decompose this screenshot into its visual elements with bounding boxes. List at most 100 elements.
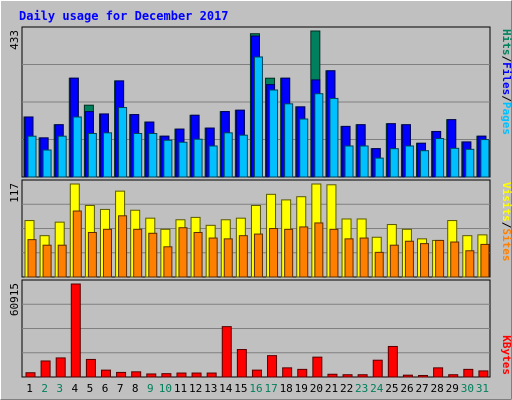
x-tick-label: 12 bbox=[189, 382, 202, 395]
legend-entry: Hits bbox=[500, 29, 512, 56]
kbytes-bar-kbytes bbox=[100, 369, 111, 378]
visits-sites-bar-sites bbox=[178, 227, 188, 278]
x-tick-label: 13 bbox=[204, 382, 217, 395]
kbytes-bar-kbytes bbox=[433, 367, 444, 378]
hits-files-pages-bar-pages bbox=[344, 145, 354, 178]
x-tick-label: 27 bbox=[415, 382, 428, 395]
x-tick-label: 21 bbox=[325, 382, 338, 395]
x-tick-label: 7 bbox=[117, 382, 124, 395]
hits-files-pages-bar-pages bbox=[480, 139, 490, 178]
kbytes-bar-kbytes bbox=[372, 359, 383, 378]
kbytes-max-label: 60915 bbox=[8, 283, 21, 316]
x-tick-label: 28 bbox=[431, 382, 444, 395]
visits-sites-bar-sites bbox=[87, 231, 97, 278]
hits-files-pages-bar-pages bbox=[389, 148, 399, 178]
kbytes-legend: KBytes bbox=[500, 335, 512, 375]
x-tick-label: 5 bbox=[87, 382, 94, 395]
visits-sites-bar-sites bbox=[465, 250, 475, 278]
hits-files-pages-bar-pages bbox=[253, 56, 263, 178]
visits-sites-bar-sites bbox=[208, 237, 218, 278]
x-tick-label: 3 bbox=[56, 382, 63, 395]
hits-files-pages-bar-pages bbox=[42, 149, 52, 178]
hits-files-pages-bar-pages bbox=[72, 116, 82, 178]
kbytes-bar-kbytes bbox=[312, 356, 323, 378]
visits-sites-bar-sites bbox=[420, 243, 430, 278]
kbytes-bar-kbytes bbox=[357, 374, 368, 378]
hits-files-pages-bar-pages bbox=[404, 145, 414, 178]
hits-files-pages-bar-pages bbox=[223, 132, 233, 178]
x-tick-label: 25 bbox=[385, 382, 398, 395]
x-tick-label: 10 bbox=[159, 382, 172, 395]
visits-sites-bar-sites bbox=[72, 210, 82, 278]
kbytes-bar-kbytes bbox=[282, 367, 293, 378]
legend-entry: Visits bbox=[500, 182, 512, 222]
visits-sites-bar-sites bbox=[223, 238, 233, 278]
visits-sites-bar-sites bbox=[480, 243, 490, 278]
x-tick-label: 23 bbox=[355, 382, 368, 395]
visits-sites-bar-sites bbox=[133, 228, 143, 278]
kbytes-bar-kbytes bbox=[297, 368, 308, 378]
x-tick-label: 2 bbox=[41, 382, 48, 395]
visits-sites-bar-sites bbox=[404, 240, 414, 278]
visits-sites-bar-sites bbox=[359, 237, 369, 278]
kbytes-bar-kbytes bbox=[40, 360, 51, 378]
kbytes-bar-kbytes bbox=[448, 374, 459, 378]
hits-files-pages-bar-pages bbox=[465, 148, 475, 178]
visits-sites-bar-sites bbox=[374, 251, 384, 278]
x-tick-label: 17 bbox=[264, 382, 277, 395]
x-tick-label: 1 bbox=[26, 382, 33, 395]
hits-files-pages-bar-pages bbox=[193, 138, 203, 178]
x-tick-label: 15 bbox=[234, 382, 247, 395]
visits-sites-legend: Visits/Sites bbox=[500, 182, 512, 262]
visits-sites-bar-sites bbox=[253, 233, 263, 278]
kbytes-bar-kbytes bbox=[342, 374, 353, 378]
hits-files-pages-bar-pages bbox=[27, 135, 37, 178]
x-tick-label: 9 bbox=[147, 382, 154, 395]
x-tick-label: 31 bbox=[476, 382, 489, 395]
kbytes-bar-kbytes bbox=[161, 373, 172, 378]
visits-sites-bar-sites bbox=[238, 235, 248, 278]
visits-sites-bar-sites bbox=[284, 228, 294, 278]
kbytes-bar-kbytes bbox=[236, 349, 247, 378]
kbytes-bar-kbytes bbox=[55, 357, 66, 378]
hits-files-pages-bar-pages bbox=[435, 138, 445, 178]
visits-sites-bar-sites bbox=[118, 215, 128, 278]
kbytes-bar-kbytes bbox=[251, 369, 262, 378]
kbytes-bar-kbytes bbox=[267, 355, 278, 378]
x-tick-label: 22 bbox=[340, 382, 353, 395]
x-tick-label: 20 bbox=[310, 382, 323, 395]
hits-files-pages-bar-pages bbox=[178, 141, 188, 178]
visits-sites-max-label: 117 bbox=[8, 183, 21, 203]
kbytes-bar-kbytes bbox=[327, 373, 338, 378]
kbytes-bar-kbytes bbox=[206, 372, 217, 378]
x-tick-label: 4 bbox=[72, 382, 79, 395]
kbytes-bar-kbytes bbox=[478, 370, 489, 378]
visits-sites-bar-sites bbox=[102, 228, 112, 278]
x-tick-label: 26 bbox=[400, 382, 413, 395]
x-tick-label: 29 bbox=[446, 382, 459, 395]
x-tick-label: 30 bbox=[461, 382, 474, 395]
visits-sites-bar-sites bbox=[148, 232, 158, 278]
kbytes-bar-kbytes bbox=[131, 371, 142, 378]
x-tick-label: 24 bbox=[370, 382, 384, 395]
hits-files-pages-bar-pages bbox=[133, 133, 143, 178]
hits-files-pages-bar-pages bbox=[299, 118, 309, 178]
hits-files-pages-bar-pages bbox=[269, 89, 279, 178]
kbytes-bar-kbytes bbox=[463, 368, 474, 378]
visits-sites-bar-sites bbox=[389, 244, 399, 278]
hits-files-pages-bar-pages bbox=[208, 145, 218, 178]
visits-sites-bar-sites bbox=[435, 239, 445, 278]
hits-files-pages-bar-pages bbox=[329, 97, 339, 178]
kbytes-bar-kbytes bbox=[85, 358, 96, 378]
kbytes-bar-kbytes bbox=[146, 373, 157, 378]
x-tick-label: 19 bbox=[295, 382, 308, 395]
kbytes-bar-kbytes bbox=[402, 374, 413, 378]
hits-files-pages-bar-pages bbox=[87, 133, 97, 178]
visits-sites-bar-sites bbox=[299, 226, 309, 278]
kbytes-bar-kbytes bbox=[176, 372, 187, 378]
hits-files-pages-bar-pages bbox=[450, 147, 460, 178]
hits-files-pages-bar-pages bbox=[314, 93, 324, 178]
kbytes-bar-kbytes bbox=[25, 372, 36, 378]
